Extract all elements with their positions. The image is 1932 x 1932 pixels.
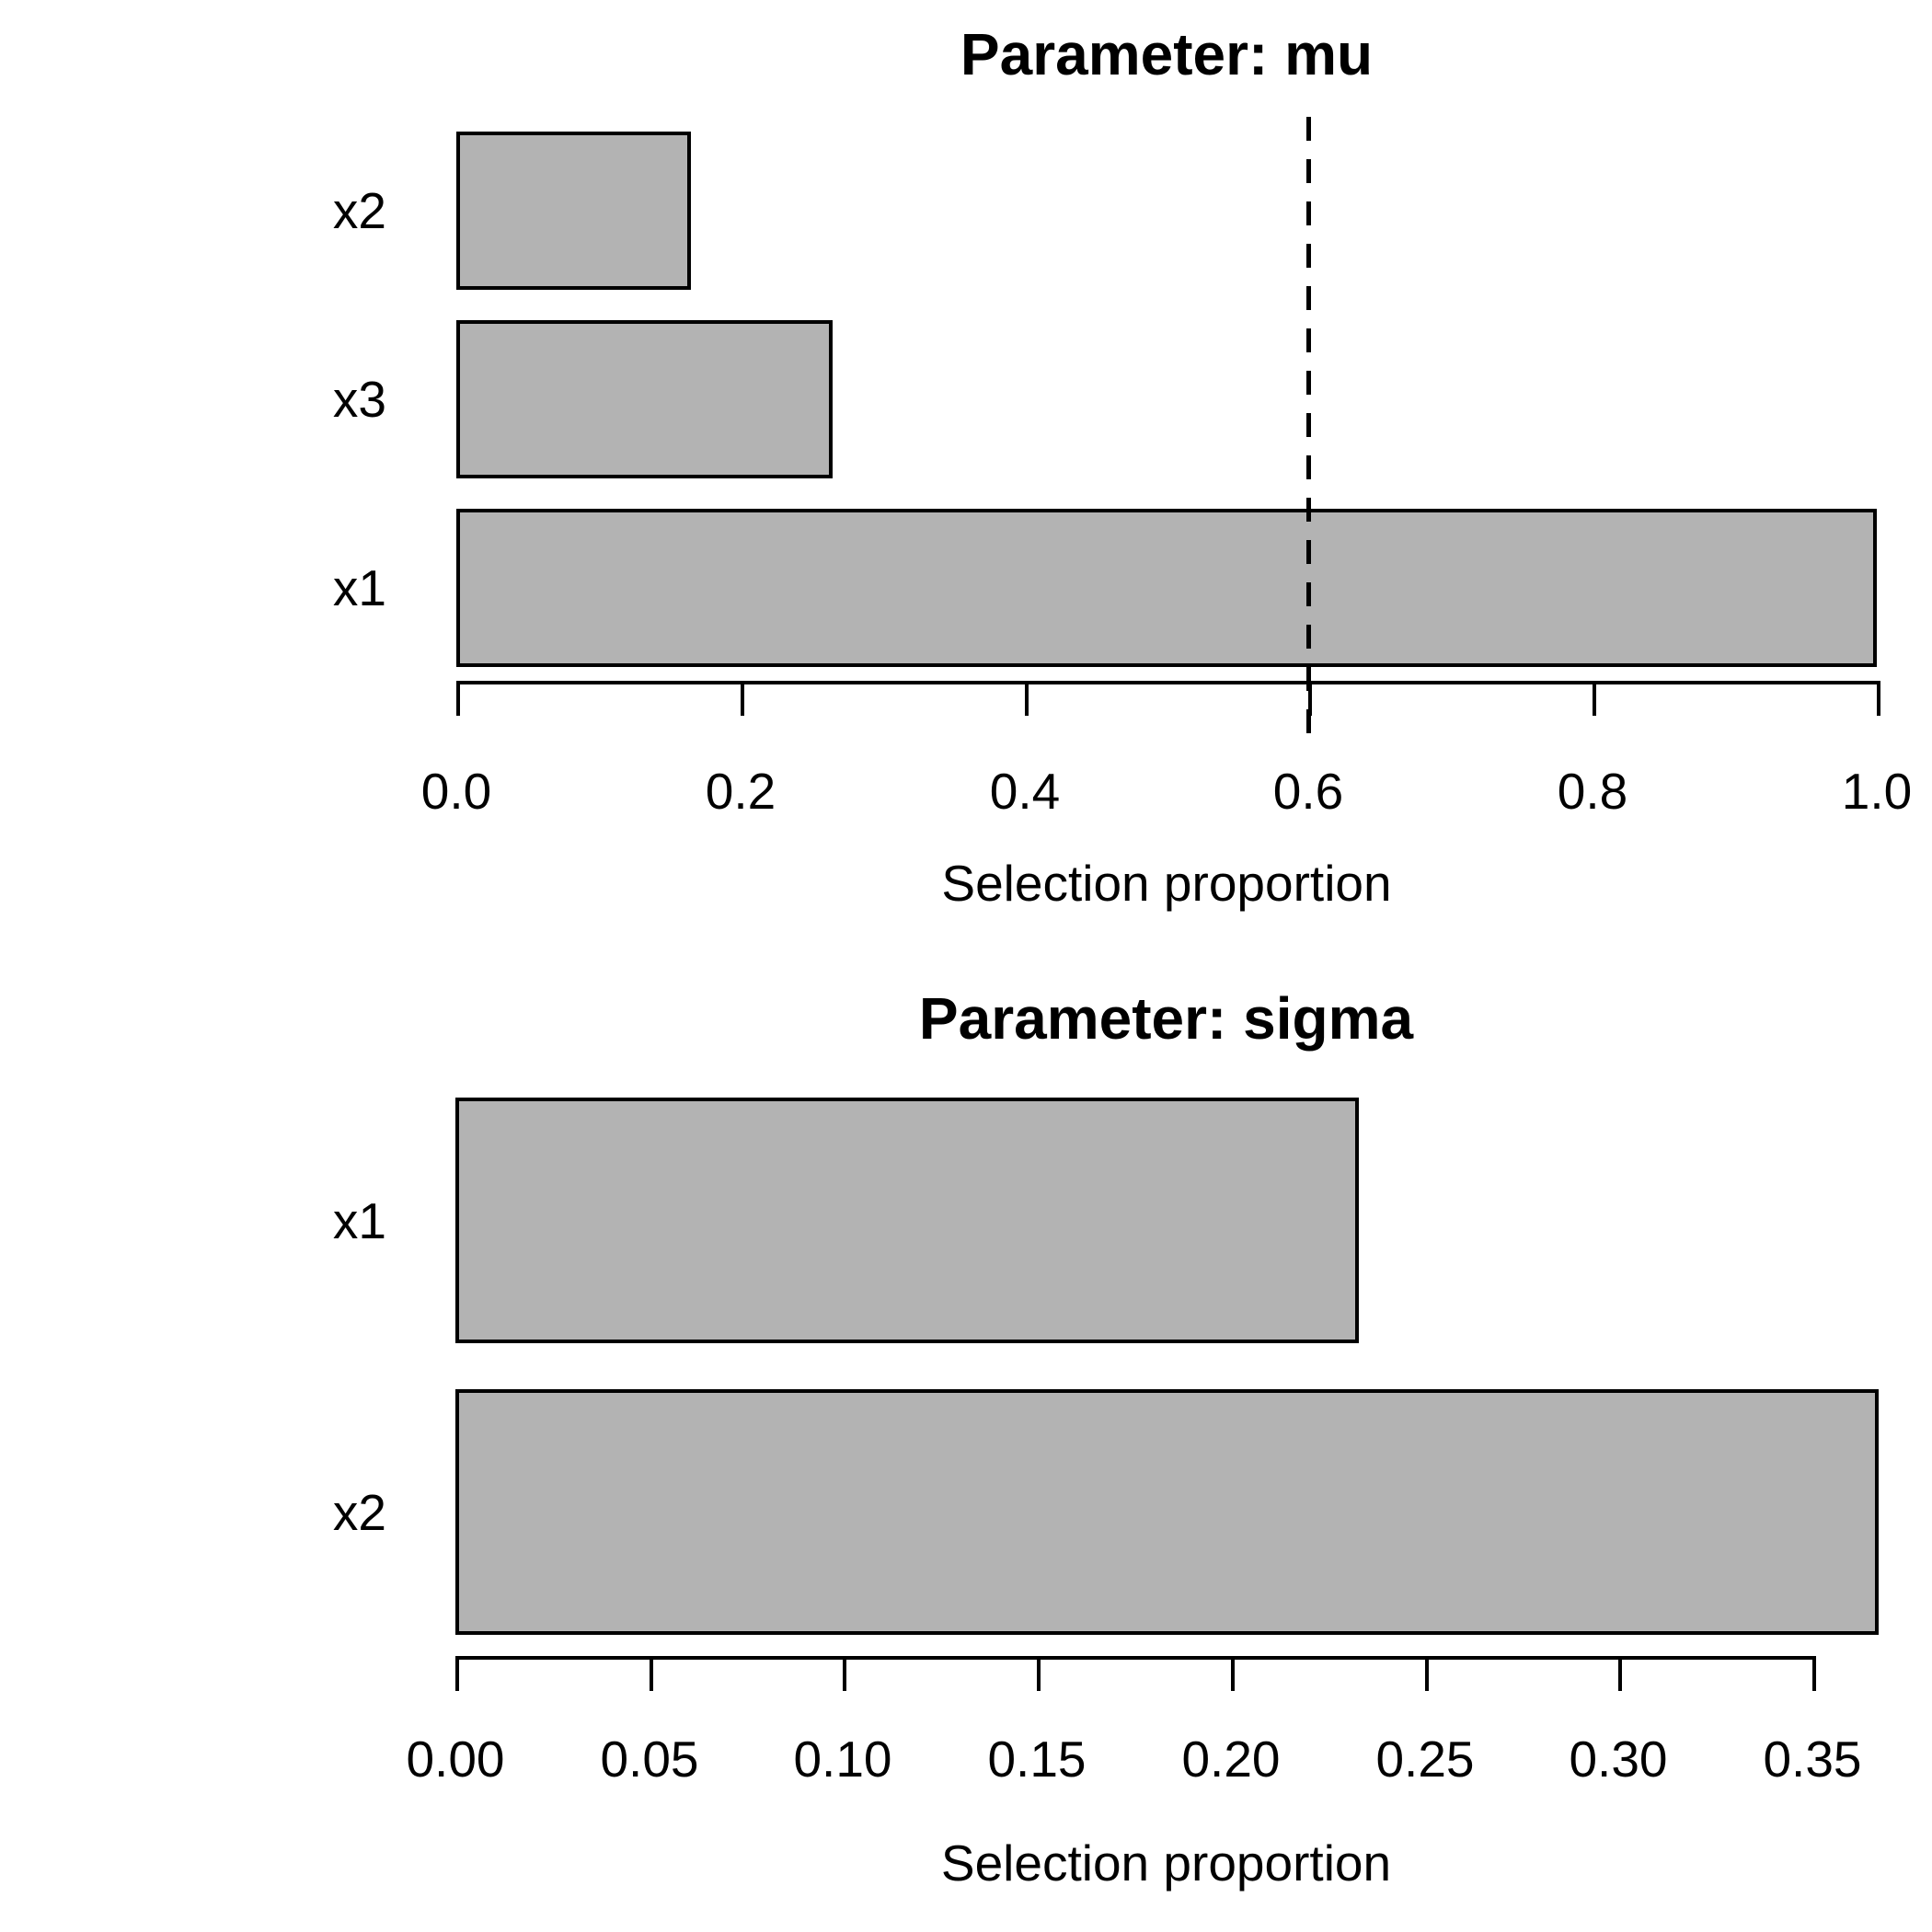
x-tick-label: 0.10: [793, 1731, 892, 1788]
x-tick-label: 0.20: [1181, 1731, 1281, 1788]
bar-x2: [456, 132, 691, 290]
bar-x2: [455, 1389, 1879, 1635]
category-label-x2: x2: [332, 182, 386, 239]
x-tick: [1231, 1656, 1235, 1691]
x-tick: [455, 1656, 459, 1691]
x-tick-label: 1.0: [1841, 763, 1913, 820]
x-tick-label: 0.05: [600, 1731, 699, 1788]
x-tick-label: 0.00: [406, 1731, 505, 1788]
dashed-threshold-line: [1306, 117, 1311, 736]
x-tick: [1618, 1656, 1622, 1691]
plot-area-mu: [456, 117, 1880, 736]
x-tick: [843, 1656, 846, 1691]
x-axis-label-mu: Selection proportion: [941, 855, 1392, 912]
chart-title-mu: Parameter: mu: [960, 21, 1374, 87]
category-label-x2: x2: [332, 1483, 386, 1541]
category-label-x1: x1: [332, 559, 386, 616]
x-tick-label: 0.25: [1375, 1731, 1475, 1788]
bar-x3: [456, 320, 833, 478]
bar-x1: [456, 509, 1877, 667]
x-tick-label: 0.2: [705, 763, 776, 820]
x-tick: [650, 1656, 653, 1691]
x-tick-label: 0.8: [1557, 763, 1628, 820]
x-tick: [1037, 1656, 1041, 1691]
x-tick: [741, 681, 744, 716]
x-tick: [1877, 681, 1880, 716]
x-axis-line: [456, 681, 1880, 684]
x-tick-label: 0.0: [420, 763, 492, 820]
x-tick-label: 0.15: [987, 1731, 1087, 1788]
category-label-x3: x3: [332, 371, 386, 428]
x-tick: [1425, 1656, 1429, 1691]
x-tick: [1812, 1656, 1816, 1691]
bar-x1: [455, 1098, 1359, 1343]
x-tick: [1025, 681, 1029, 716]
x-axis-line: [455, 1656, 1816, 1660]
category-label-x1: x1: [332, 1191, 386, 1249]
plot-area-sigma: [455, 1095, 1879, 1691]
x-tick-label: 0.4: [989, 763, 1061, 820]
x-tick-label: 0.30: [1569, 1731, 1668, 1788]
x-tick: [1593, 681, 1596, 716]
x-tick-label: 0.35: [1763, 1731, 1862, 1788]
chart-title-sigma: Parameter: sigma: [918, 985, 1414, 1052]
x-tick-label: 0.6: [1272, 763, 1344, 820]
x-axis-label-sigma: Selection proportion: [940, 1834, 1392, 1892]
x-tick: [456, 681, 460, 716]
